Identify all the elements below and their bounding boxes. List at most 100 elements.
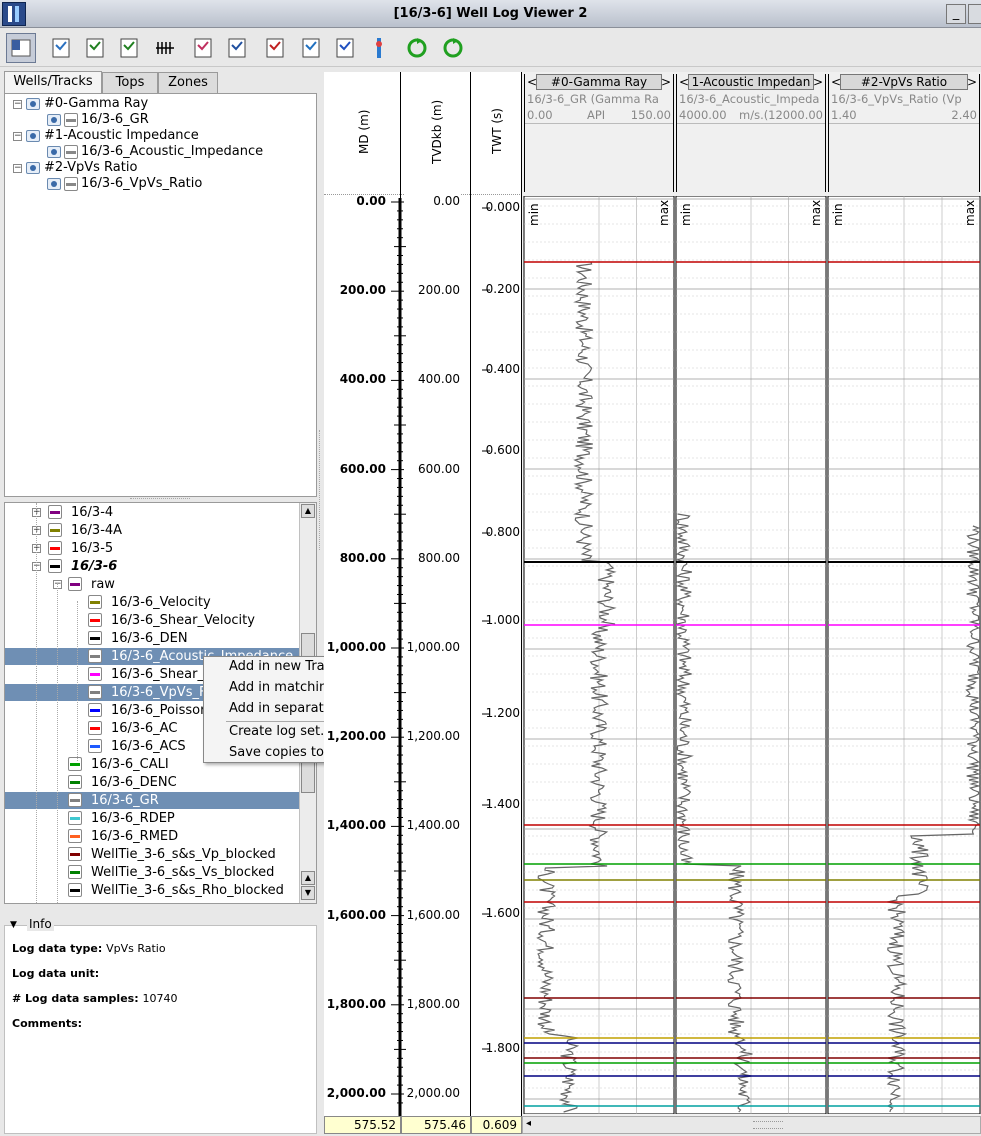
scroll-up-small-icon[interactable]: ▲ <box>301 871 315 885</box>
track-log-node[interactable]: 16/3-6_Acoustic_Impedance <box>81 144 264 159</box>
app-icon[interactable] <box>2 2 26 26</box>
well-tie-icon[interactable] <box>364 33 394 63</box>
tab-zones[interactable]: Zones <box>158 72 218 94</box>
scroll-up-icon[interactable]: ▲ <box>301 504 315 518</box>
tvd-tick-label: 200.00 <box>404 283 460 298</box>
track-left-arrow[interactable]: < <box>679 75 690 89</box>
check-log-icon[interactable] <box>80 33 110 63</box>
tab-tops[interactable]: Tops <box>102 72 158 94</box>
raw-log-node[interactable]: 16/3-6_AC <box>111 721 178 736</box>
crossplot-icon[interactable] <box>296 33 326 63</box>
log-editor-icon[interactable] <box>260 33 290 63</box>
log-color-swatch <box>88 649 102 663</box>
md-tick-label: 1,000.00 <box>326 640 386 654</box>
multi-track-icon[interactable] <box>330 33 360 63</box>
info-type: Log data type: VpVs Ratio <box>12 942 166 955</box>
log-node[interactable]: 16/3-6_GR <box>91 793 159 808</box>
track-right-arrow[interactable]: > <box>966 75 977 89</box>
well-node[interactable]: 16/3-4 <box>71 505 114 520</box>
track-node[interactable]: #2-VpVs Ratio <box>44 160 138 175</box>
twt-tick-label: 0.400 <box>485 362 520 376</box>
track-node[interactable]: #1-Acoustic Impedance <box>44 128 199 143</box>
tvd-tick-label: 1,000.00 <box>404 640 460 654</box>
menu-add-new-track[interactable]: Add in new Track <box>229 659 340 674</box>
restore-button[interactable] <box>968 4 981 24</box>
visibility-eye-icon[interactable] <box>26 162 40 174</box>
log-node[interactable]: 16/3-6_RDEP <box>91 811 175 826</box>
track-header-1[interactable]: <1-Acoustic Impedan >16/3-6_Acoustic_Impe… <box>676 74 826 192</box>
tvd-tick-label: 1,600.00 <box>404 907 460 922</box>
track-plot-1: min max <box>675 196 827 1114</box>
minimize-button[interactable]: _ <box>946 4 966 24</box>
visibility-eye-icon[interactable] <box>47 114 61 126</box>
track-log-node[interactable]: 16/3-6_VpVs_Ratio <box>81 176 203 191</box>
info-title: Info <box>27 917 54 931</box>
track-plot-2: min max <box>827 196 981 1114</box>
track-title[interactable]: #0-Gamma Ray <box>536 74 662 90</box>
visibility-eye-icon[interactable] <box>26 130 40 142</box>
log-node[interactable]: 16/3-6_DENC <box>91 775 177 790</box>
sync-icon[interactable] <box>438 33 468 63</box>
well-node[interactable]: 16/3-4A <box>71 523 123 538</box>
raw-log-node[interactable]: 16/3-6_ACS <box>111 739 186 754</box>
well-node[interactable]: 16/3-6 <box>71 559 118 574</box>
zone-marker-icon[interactable] <box>222 33 252 63</box>
depth-scale-icon[interactable] <box>150 33 180 63</box>
visibility-eye-icon[interactable] <box>26 98 40 110</box>
scroll-down-icon[interactable]: ▼ <box>301 886 315 900</box>
log-node[interactable]: 16/3-6_RMED <box>91 829 179 844</box>
log-node[interactable]: 16/3-6_CALI <box>91 757 169 772</box>
horizontal-scrollbar[interactable]: ◂ <box>522 1116 981 1134</box>
track-right-arrow[interactable]: > <box>660 75 671 89</box>
well-node[interactable]: 16/3-5 <box>71 541 114 556</box>
window-title: [16/3-6] Well Log Viewer 2 <box>393 6 588 21</box>
log-node[interactable]: WellTie_3-6_s&s_Vs_blocked <box>91 865 275 880</box>
raw-log-node[interactable]: 16/3-6_Shear_Velocity <box>111 613 255 628</box>
track-right-arrow[interactable]: > <box>812 75 823 89</box>
splitter-handle[interactable] <box>130 498 190 501</box>
collapse-icon[interactable]: − <box>13 163 22 173</box>
collapse-icon[interactable]: − <box>13 99 22 109</box>
log-node[interactable]: WellTie_3-6_s&s_Rho_blocked <box>91 883 284 898</box>
refresh-icon[interactable] <box>402 33 432 63</box>
check-all-icon[interactable] <box>114 33 144 63</box>
tab-wells-tracks[interactable]: Wells/Tracks <box>4 71 102 94</box>
collapse-triangle-icon[interactable]: ▼ <box>10 920 17 930</box>
raw-log-node[interactable]: 16/3-6_Velocity <box>111 595 211 610</box>
track-log-node[interactable]: 16/3-6_GR <box>81 112 149 127</box>
raw-log-node[interactable]: 16/3-6_VpVs_F <box>111 685 207 700</box>
md-tick-label: 400.00 <box>339 372 386 387</box>
raw-log-node[interactable]: 16/3-6_Shear_ <box>111 667 204 682</box>
track-log-name: 16/3-6_Acoustic_Impeda <box>679 92 820 106</box>
visibility-eye-icon[interactable] <box>47 178 61 190</box>
visibility-eye-icon[interactable] <box>47 146 61 158</box>
track-layout-icon[interactable] <box>188 33 218 63</box>
scroll-grip[interactable] <box>753 1121 783 1129</box>
info-unit: Log data unit: <box>12 967 100 980</box>
vertical-splitter[interactable] <box>319 430 321 550</box>
collapse-icon[interactable]: − <box>13 131 22 141</box>
track-title[interactable]: 1-Acoustic Impedan <box>688 74 814 90</box>
md-tick-label: 2,000.00 <box>326 1086 386 1100</box>
track-header-2[interactable]: < #2-VpVs Ratio >16/3-6_VpVs_Ratio (Vp 1.40… <box>828 74 980 192</box>
folder-node-raw[interactable]: raw <box>91 577 115 592</box>
track-max-label: max <box>809 200 823 226</box>
raw-log-node[interactable]: 16/3-6_DEN <box>111 631 188 646</box>
track-left-arrow[interactable]: < <box>831 75 842 89</box>
select-mode-icon[interactable] <box>6 33 36 63</box>
menu-separator <box>226 721 382 722</box>
track-header-0[interactable]: < #0-Gamma Ray >16/3-6_GR (Gamma Ra 0.00 API… <box>524 74 674 192</box>
log-color-swatch <box>88 685 102 699</box>
new-track-icon[interactable] <box>46 33 76 63</box>
track-min: 4000.00 <box>679 108 727 122</box>
menu-create-log-set[interactable]: Create log set... <box>229 724 333 739</box>
log-node[interactable]: WellTie_3-6_s&s_Vp_blocked <box>91 847 276 862</box>
track-node[interactable]: #0-Gamma Ray <box>44 96 149 111</box>
raw-log-node[interactable]: 16/3-6_Poissor <box>111 703 206 718</box>
tvd-header: TVDkb (m) <box>401 72 471 194</box>
scroll-left-icon[interactable]: ◂ <box>526 1118 532 1129</box>
track-title[interactable]: #2-VpVs Ratio <box>840 74 968 90</box>
title-bar: [16/3-6] Well Log Viewer 2 _ <box>0 0 981 28</box>
track-left-arrow[interactable]: < <box>527 75 538 89</box>
header-sep <box>829 123 979 124</box>
